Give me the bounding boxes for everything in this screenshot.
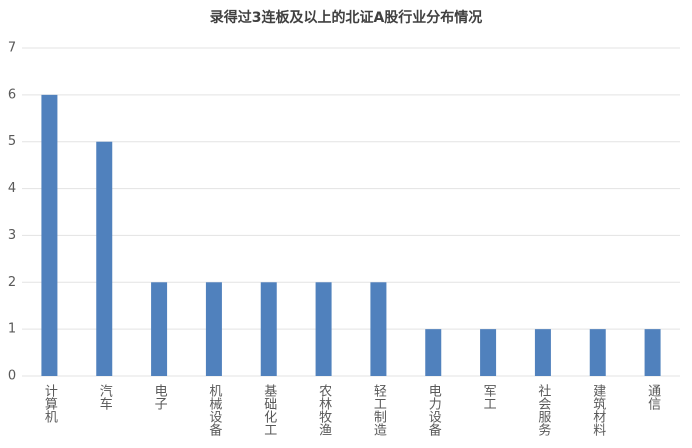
bar [151,282,168,376]
x-tick-label: 电力设备 [426,384,442,437]
x-tick-label: 机械设备 [206,384,222,437]
bar [96,141,113,376]
y-tick-label: 4 [8,181,16,196]
bar [425,329,442,376]
x-tick-label: 建筑材料 [590,384,606,436]
bar [480,329,497,376]
y-tick-label: 5 [8,134,16,149]
bar [41,94,58,376]
y-tick-label: 6 [8,87,16,102]
y-tick-label: 3 [8,228,16,243]
bar [315,282,332,376]
y-tick-label: 1 [8,322,16,337]
x-tick-label: 电子 [152,384,168,410]
x-tick-label: 计算机 [42,384,58,424]
bar [534,329,551,376]
x-tick-label: 社会服务 [535,383,551,436]
x-tick-label: 军工 [481,384,497,410]
bar [644,329,661,376]
x-tick-label: 轻工制造 [371,384,387,437]
y-tick-label: 2 [8,275,16,290]
x-tick-label: 基础化工 [261,384,277,436]
y-tick-label: 0 [8,369,16,384]
chart-title: 录得过3连板及以上的北证A股行业分布情况 [210,9,483,26]
y-tick-label: 7 [8,41,16,56]
bar [370,282,387,376]
x-tick-label: 农林牧渔 [316,384,332,436]
bar [589,329,606,376]
x-tick-label: 汽车 [97,384,113,410]
bar [205,282,222,376]
bar [260,282,277,376]
x-tick-label: 通信 [645,384,661,410]
